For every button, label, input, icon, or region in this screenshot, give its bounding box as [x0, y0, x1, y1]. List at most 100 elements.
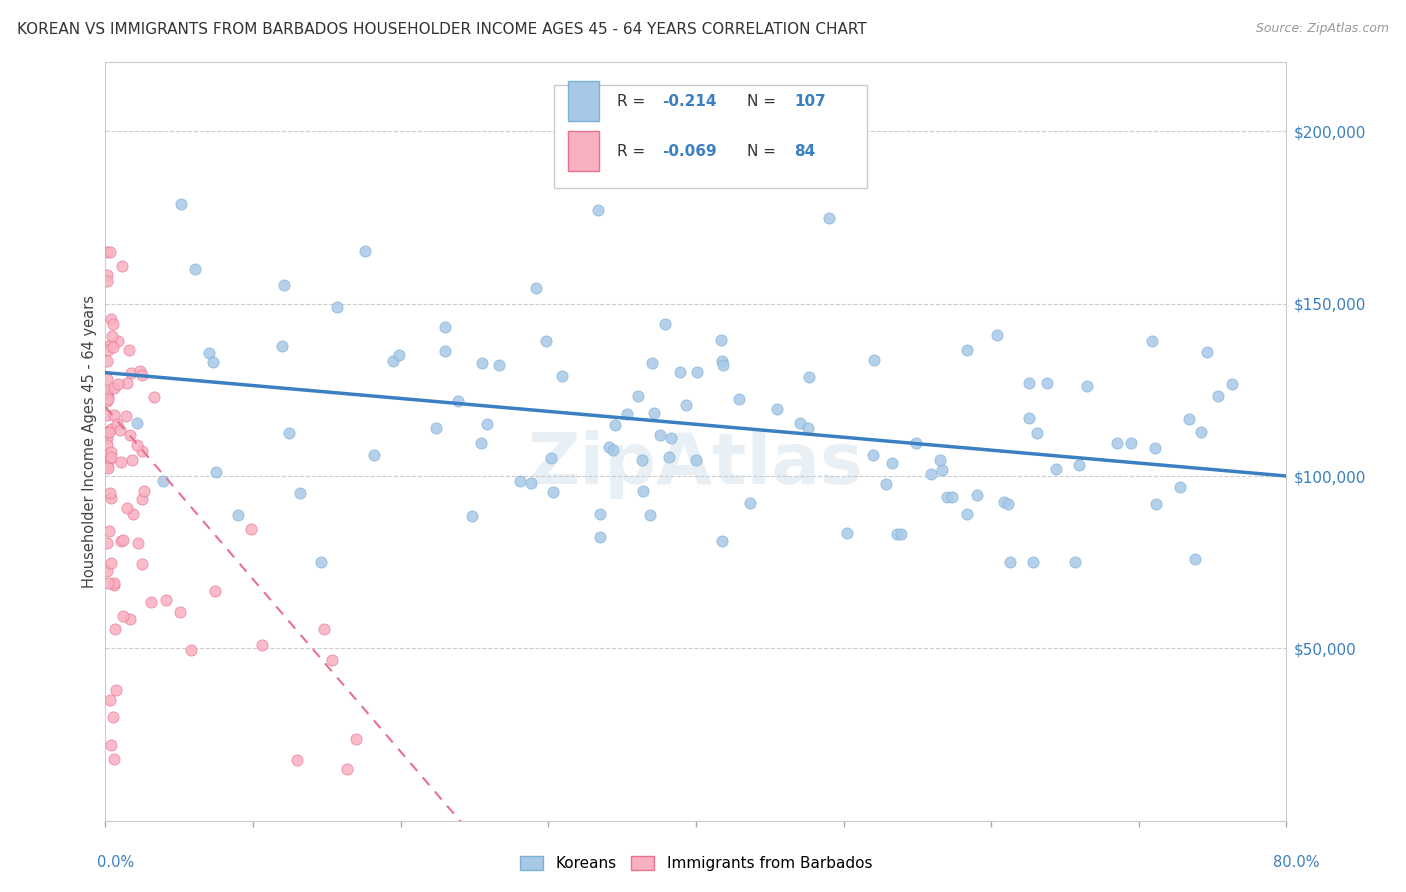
Point	[534, 334, 557, 348]
Point	[986, 327, 1008, 342]
Point	[96, 394, 118, 409]
Point	[204, 465, 226, 479]
Point	[470, 435, 492, 450]
Point	[277, 425, 299, 440]
Point	[740, 496, 762, 510]
Point	[97, 524, 120, 538]
Point	[326, 300, 349, 314]
Point	[425, 421, 447, 435]
Point	[98, 693, 121, 707]
Point	[96, 431, 118, 445]
Text: KOREAN VS IMMIGRANTS FROM BARBADOS HOUSEHOLDER INCOME AGES 45 - 64 YEARS CORRELA: KOREAN VS IMMIGRANTS FROM BARBADOS HOUSE…	[17, 22, 866, 37]
Point	[931, 463, 953, 477]
Point	[98, 486, 121, 500]
Point	[966, 488, 988, 502]
Point	[321, 652, 343, 666]
Point	[98, 244, 121, 259]
Point	[710, 333, 733, 347]
Point	[631, 453, 654, 467]
Y-axis label: Householder Income Ages 45 - 64 years: Householder Income Ages 45 - 64 years	[82, 295, 97, 588]
Point	[252, 638, 274, 652]
Point	[1177, 412, 1199, 426]
Text: 0.0%: 0.0%	[97, 855, 134, 870]
Point	[104, 622, 127, 636]
Point	[96, 384, 118, 398]
Point	[96, 386, 118, 401]
Point	[658, 450, 681, 465]
Point	[875, 476, 897, 491]
Point	[541, 485, 564, 500]
Point	[240, 522, 263, 536]
Point	[488, 358, 510, 372]
Point	[659, 431, 682, 445]
Point	[1119, 435, 1142, 450]
Text: -0.214: -0.214	[662, 94, 716, 109]
Point	[641, 356, 664, 370]
Point	[935, 490, 957, 504]
Point	[103, 578, 125, 592]
Point	[129, 364, 152, 378]
Point	[100, 556, 122, 570]
Point	[115, 409, 138, 423]
Point	[112, 608, 135, 623]
Point	[103, 340, 125, 354]
Point	[1189, 425, 1212, 439]
Point	[141, 595, 163, 609]
Point	[96, 536, 118, 550]
Point	[1140, 334, 1163, 348]
Text: R =: R =	[617, 94, 645, 109]
Point	[477, 417, 499, 431]
Point	[105, 417, 128, 431]
Point	[470, 356, 492, 370]
Point	[98, 452, 121, 467]
Point	[180, 642, 202, 657]
Point	[121, 453, 143, 467]
Point	[312, 623, 335, 637]
Point	[509, 474, 531, 488]
Point	[228, 508, 250, 523]
Text: R =: R =	[617, 144, 645, 159]
Point	[1076, 379, 1098, 393]
Point	[353, 244, 375, 258]
Text: ZipAtlas: ZipAtlas	[529, 430, 863, 499]
Point	[131, 557, 153, 571]
Point	[103, 576, 125, 591]
Point	[588, 202, 610, 217]
Point	[589, 530, 612, 544]
Point	[434, 344, 457, 359]
Point	[835, 526, 858, 541]
Point	[96, 244, 118, 259]
Point	[100, 422, 122, 436]
Point	[882, 456, 904, 470]
Point	[1018, 411, 1040, 425]
Text: N =: N =	[747, 144, 776, 159]
Point	[955, 508, 977, 522]
Point	[1144, 497, 1167, 511]
FancyBboxPatch shape	[568, 81, 599, 120]
Point	[96, 353, 118, 368]
Point	[728, 392, 751, 407]
Point	[1045, 462, 1067, 476]
Point	[520, 475, 543, 490]
Point	[1067, 458, 1090, 472]
Text: N =: N =	[747, 94, 776, 109]
Point	[288, 485, 311, 500]
Point	[643, 406, 665, 420]
Point	[103, 751, 125, 765]
Point	[96, 274, 118, 288]
Point	[96, 408, 118, 422]
Point	[103, 408, 125, 422]
Point	[1025, 426, 1047, 441]
Point	[110, 533, 132, 548]
Point	[797, 369, 820, 384]
Point	[862, 448, 884, 462]
Point	[131, 368, 153, 383]
Point	[110, 455, 132, 469]
Point	[654, 317, 676, 331]
Point	[631, 483, 654, 498]
Point	[433, 320, 456, 334]
Point	[627, 388, 650, 402]
Point	[993, 495, 1015, 509]
Point	[603, 417, 626, 432]
Point	[107, 376, 129, 391]
